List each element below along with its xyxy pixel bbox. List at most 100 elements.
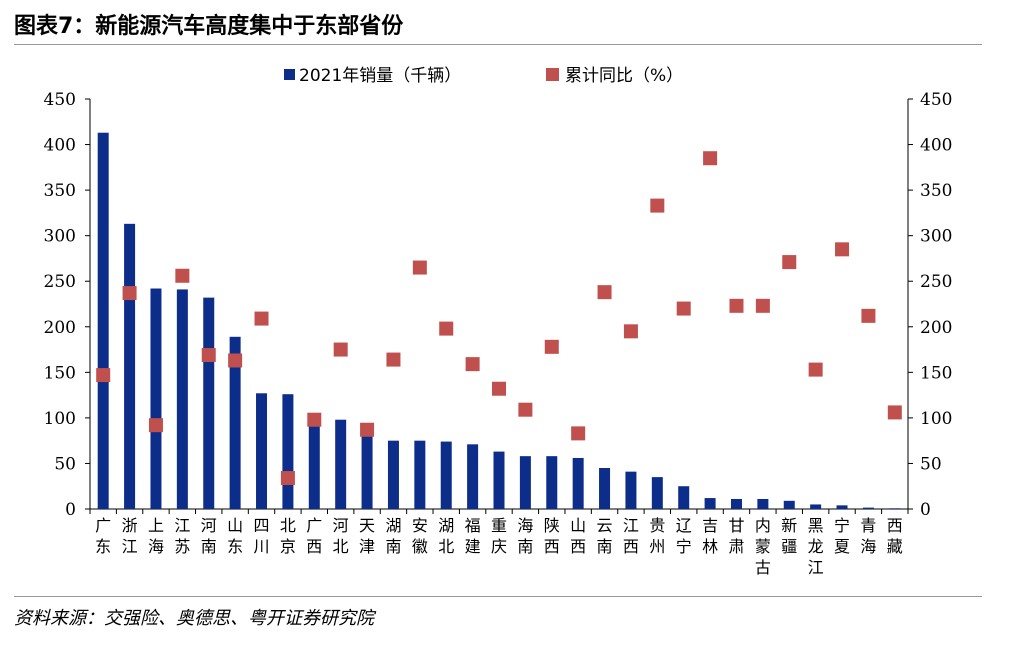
yoy-marker <box>465 357 480 372</box>
yoy-marker <box>360 422 375 437</box>
bar <box>599 468 611 509</box>
yoy-marker <box>122 286 137 301</box>
yoy-marker <box>782 255 797 270</box>
category-label: 上海 <box>148 516 164 556</box>
bar <box>229 336 241 509</box>
bar-series <box>97 132 901 510</box>
yoy-marker <box>386 352 401 367</box>
right-tick-label: 50 <box>920 454 942 474</box>
category-label: 内蒙古 <box>755 516 771 577</box>
category-label: 河南 <box>201 516 217 556</box>
category-label: 辽宁 <box>676 516 692 556</box>
right-tick-label: 250 <box>920 272 952 292</box>
yoy-marker <box>228 353 243 368</box>
category-label: 天津 <box>359 516 375 556</box>
yoy-marker <box>623 324 638 339</box>
left-tick-label: 450 <box>44 90 76 110</box>
category-label: 陕西 <box>544 516 560 556</box>
category-labels: 广东浙江上海江苏河南山东四川北京广西河北天津湖南安徽湖北福建重庆海南陕西山西云南… <box>95 516 903 577</box>
bar <box>124 223 136 510</box>
yoy-marker <box>201 348 216 363</box>
bar <box>467 444 479 509</box>
category-label: 北京 <box>280 516 296 556</box>
category-label: 西藏 <box>887 516 903 556</box>
bar <box>440 441 452 509</box>
right-tick-label: 400 <box>920 136 952 156</box>
bar <box>651 477 663 509</box>
bar <box>203 297 215 509</box>
yoy-marker <box>808 362 823 377</box>
bar <box>625 471 637 509</box>
legend-bar-label: 2021年销量（千辆） <box>299 66 461 86</box>
right-tick-label: 0 <box>920 500 931 520</box>
category-label: 山东 <box>227 516 243 556</box>
yoy-marker <box>439 321 454 336</box>
chart-legend: 2021年销量（千辆） 累计同比（%） <box>284 66 683 86</box>
yoy-marker <box>703 151 718 166</box>
source-note: 资料来源：交强险、奥德思、粤开证券研究院 <box>14 608 374 629</box>
yoy-marker <box>835 242 850 257</box>
yoy-marker <box>650 198 665 213</box>
left-tick-label: 0 <box>65 500 76 520</box>
left-tick-label: 150 <box>44 363 76 383</box>
yoy-marker <box>861 308 876 323</box>
category-label: 湖南 <box>385 516 401 556</box>
yoy-marker <box>544 339 559 354</box>
bar <box>889 508 901 509</box>
bar <box>282 394 294 509</box>
right-tick-label: 100 <box>920 409 952 429</box>
left-tick-label: 200 <box>44 318 76 338</box>
figure-title: 图表7：新能源汽车高度集中于东部省份 <box>14 14 404 39</box>
category-label: 江苏 <box>174 516 190 556</box>
legend-marker-label: 累计同比（%） <box>565 66 683 86</box>
bar <box>361 433 373 509</box>
category-label: 浙江 <box>122 516 138 556</box>
yoy-marker <box>412 260 427 275</box>
legend-marker-swatch <box>546 68 559 81</box>
bar <box>150 288 162 509</box>
bar <box>678 486 690 509</box>
category-label: 四川 <box>254 516 270 556</box>
yoy-marker <box>597 285 612 300</box>
bar <box>387 440 399 509</box>
category-label: 海南 <box>517 516 533 556</box>
category-label: 黑龙江 <box>808 516 824 577</box>
yoy-marker <box>148 418 163 433</box>
category-label: 广东 <box>95 516 111 556</box>
bar <box>308 422 320 509</box>
bar <box>519 456 531 509</box>
right-tick-label: 150 <box>920 363 952 383</box>
bar <box>97 132 109 509</box>
yoy-marker <box>254 311 269 326</box>
left-tick-label: 300 <box>44 227 76 247</box>
bar <box>572 457 584 509</box>
left-tick-label: 350 <box>44 181 76 201</box>
bar <box>704 498 716 509</box>
bar <box>256 393 268 509</box>
bar <box>862 507 874 509</box>
bar <box>730 498 742 509</box>
category-label: 重庆 <box>491 516 507 556</box>
chart-axes: 0 0 50 50 100 100 150 150 200 200 250 250 300 300 350 3… <box>44 90 953 520</box>
right-tick-label: 200 <box>920 318 952 338</box>
left-tick-label: 50 <box>54 454 76 474</box>
category-label: 山西 <box>570 516 586 556</box>
legend-bar-swatch <box>284 69 295 80</box>
yoy-marker <box>887 405 902 420</box>
category-label: 湖北 <box>438 516 454 556</box>
right-tick-label: 350 <box>920 181 952 201</box>
left-tick-label: 400 <box>44 136 76 156</box>
bar <box>757 498 769 509</box>
top-rule <box>14 44 982 45</box>
bar <box>493 451 505 509</box>
yoy-marker <box>729 298 744 313</box>
yoy-marker <box>333 342 348 357</box>
category-label: 云南 <box>597 516 613 556</box>
category-label: 吉林 <box>702 516 718 556</box>
bottom-rule <box>14 596 982 597</box>
category-label: 青海 <box>860 516 876 556</box>
marker-series <box>96 151 902 486</box>
left-tick-label: 250 <box>44 272 76 292</box>
yoy-marker <box>280 471 295 486</box>
category-label: 江西 <box>623 516 639 556</box>
